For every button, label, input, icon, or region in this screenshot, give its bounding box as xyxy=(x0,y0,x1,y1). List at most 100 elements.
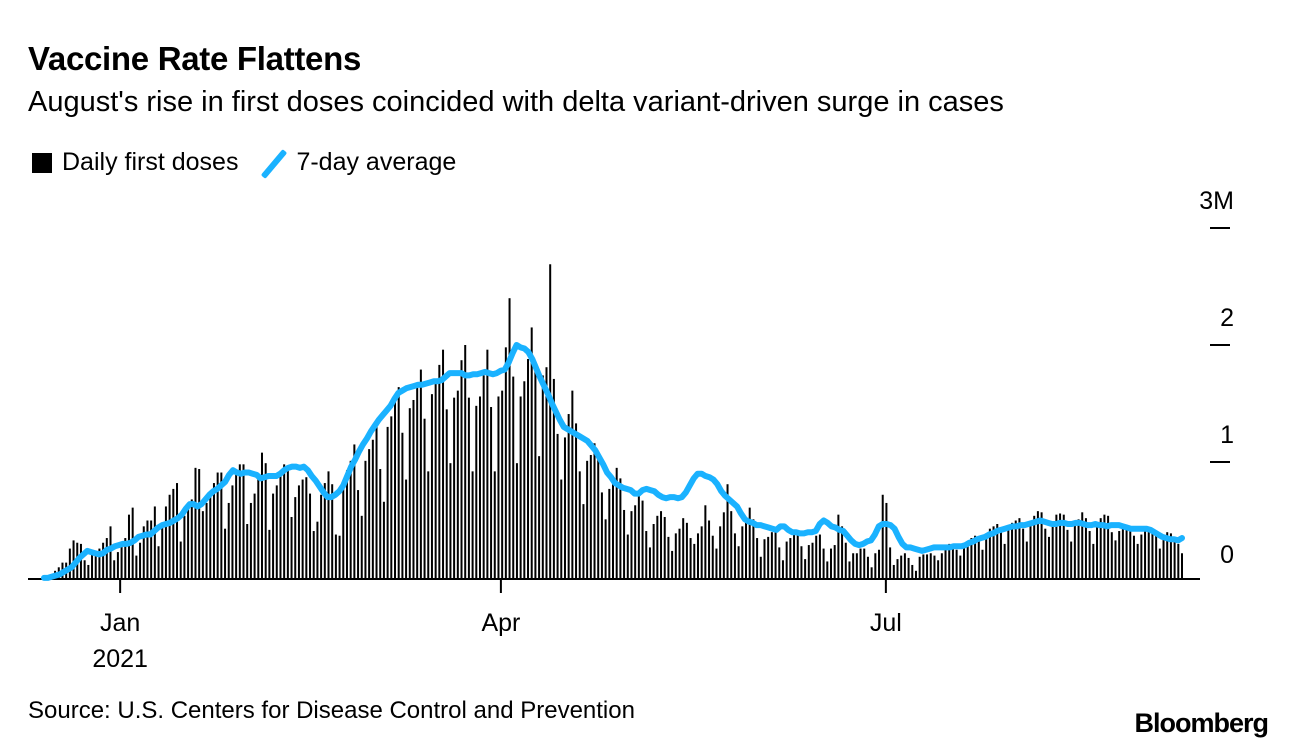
x-tick-label: Jul xyxy=(870,609,902,637)
bar xyxy=(822,548,825,579)
bar xyxy=(390,416,393,579)
bar xyxy=(715,548,718,579)
bar xyxy=(1014,520,1017,579)
bar xyxy=(770,532,773,579)
bar xyxy=(501,390,504,579)
bar xyxy=(663,516,666,579)
bar xyxy=(593,443,596,579)
bar xyxy=(1155,535,1158,579)
bar xyxy=(992,526,995,579)
bar xyxy=(604,519,607,579)
bar xyxy=(671,550,674,579)
bar xyxy=(630,511,633,579)
bar xyxy=(1147,527,1150,579)
bar xyxy=(726,484,729,579)
bar xyxy=(892,564,895,579)
bar xyxy=(153,506,156,579)
bar xyxy=(708,520,711,579)
bar xyxy=(1044,528,1047,579)
bar xyxy=(796,533,799,579)
bar xyxy=(781,560,784,579)
bar xyxy=(1081,512,1084,579)
bar xyxy=(334,534,337,579)
bar xyxy=(397,387,400,579)
bar xyxy=(198,469,201,579)
bar xyxy=(833,545,836,579)
x-axis: Jan 2021 Apr Jul xyxy=(92,579,902,673)
bar xyxy=(187,502,190,579)
bar xyxy=(1114,540,1117,579)
bar xyxy=(878,549,881,579)
bar xyxy=(438,364,441,579)
bar xyxy=(442,349,445,579)
bar xyxy=(829,548,832,579)
bar xyxy=(1151,529,1154,579)
bar xyxy=(689,538,692,579)
bar xyxy=(179,541,182,579)
bar xyxy=(116,552,119,579)
bar xyxy=(497,396,500,579)
bar xyxy=(608,488,611,579)
legend-label-line: 7-day average xyxy=(296,148,457,176)
bar xyxy=(1055,514,1058,579)
bar xyxy=(619,478,622,579)
bar xyxy=(316,521,319,579)
bar xyxy=(615,467,618,579)
bar xyxy=(549,264,552,579)
bar xyxy=(412,399,415,579)
bar xyxy=(375,425,378,579)
bar xyxy=(722,512,725,579)
bar xyxy=(563,437,566,579)
bar xyxy=(349,460,352,579)
bar xyxy=(120,543,123,579)
bar xyxy=(305,477,308,579)
bar xyxy=(327,471,330,579)
bar xyxy=(1121,527,1124,579)
bar xyxy=(1158,548,1161,579)
bar xyxy=(68,548,71,579)
bar xyxy=(157,546,160,579)
bar xyxy=(294,497,297,579)
bar xyxy=(212,483,215,579)
bar xyxy=(863,548,866,579)
bar xyxy=(312,531,315,579)
bar xyxy=(752,519,755,579)
bar xyxy=(224,528,227,579)
bar xyxy=(885,502,888,579)
bar xyxy=(844,542,847,579)
bar xyxy=(988,528,991,579)
bar xyxy=(1177,543,1180,579)
bar xyxy=(951,547,954,579)
bar xyxy=(711,535,714,579)
bar xyxy=(682,518,685,579)
bar xyxy=(209,491,212,579)
average-line xyxy=(41,342,1185,581)
bar xyxy=(1118,531,1121,579)
bar xyxy=(804,559,807,579)
bar xyxy=(527,359,530,579)
bar xyxy=(379,469,382,579)
bar xyxy=(652,524,655,579)
bar xyxy=(826,561,829,579)
bar xyxy=(926,554,929,579)
bar xyxy=(903,553,906,579)
bar xyxy=(759,556,762,579)
bar xyxy=(416,384,419,579)
bar xyxy=(586,460,589,579)
bar xyxy=(1132,535,1135,579)
bar xyxy=(190,499,193,579)
bar xyxy=(408,408,411,579)
bar xyxy=(231,485,234,579)
bar xyxy=(870,567,873,579)
bar xyxy=(841,526,844,579)
bar xyxy=(660,511,663,579)
bar xyxy=(837,514,840,579)
bar xyxy=(201,511,204,579)
bar xyxy=(929,553,932,579)
bar xyxy=(331,484,334,579)
bar xyxy=(1007,526,1010,579)
bar xyxy=(172,488,175,579)
bar xyxy=(227,502,230,579)
bar xyxy=(127,514,130,579)
bar xyxy=(700,526,703,579)
